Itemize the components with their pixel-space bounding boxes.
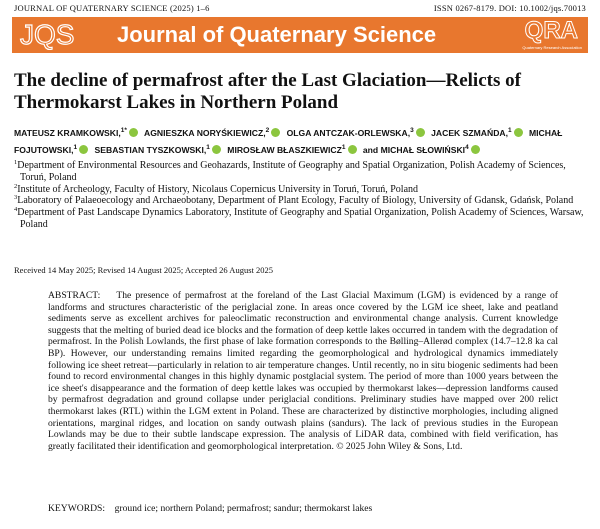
author-affiliation-ref: 1 — [341, 144, 346, 151]
author-name: MIROSŁAW BŁASZKIEWICZ — [227, 145, 342, 155]
affiliation-number: 2 — [14, 182, 18, 190]
journal-line: JOURNAL OF QUATERNARY SCIENCE (2025) 1–6 — [14, 3, 210, 13]
affiliation-number: 3 — [14, 194, 18, 202]
abstract-text: The presence of permafrost at the forela… — [48, 290, 558, 452]
abstract-label: ABSTRACT: — [48, 290, 101, 301]
issn-doi: ISSN 0267-8179. DOI: 10.1002/jqs.70013 — [433, 3, 586, 13]
author-affiliation-ref: 1 — [206, 144, 210, 151]
banner-title: Journal of Quaternary Science — [117, 22, 437, 47]
affiliations: 1Department of Environmental Resources a… — [14, 159, 589, 231]
journal-logo: JQS — [19, 18, 75, 50]
keywords-label: KEYWORDS: — [48, 503, 106, 514]
authors: MATEUSZ KRAMKOWSKI,1* AGNIESZKA NORYŚKIE… — [14, 125, 589, 159]
author-name: AGNIESZKA NORYŚKIEWICZ, — [144, 128, 266, 138]
affiliation-text: Institute of Archeology, Faculty of Hist… — [17, 183, 419, 195]
author-affiliation-ref: 2 — [265, 127, 270, 134]
orcid-icon — [470, 145, 480, 154]
qra-logo: QRA — [524, 17, 578, 45]
orcid-icon — [79, 145, 89, 154]
qra-subtitle: Quaternary Research Association — [522, 45, 582, 50]
abstract: ABSTRACT: The presence of permafrost at … — [48, 290, 558, 452]
author-name: MICHAŁ SŁOWIŃSKI — [380, 145, 466, 155]
author-name: JACEK SZMAŃDA, — [431, 128, 508, 138]
orcid-icon — [271, 128, 281, 137]
author: JACEK SZMAŃDA,1 — [431, 127, 527, 138]
orcid-icon — [347, 145, 357, 154]
author-name: SEBASTIAN TYSZKOWSKI, — [94, 145, 207, 155]
keywords: KEYWORDS: ground ice; northern Poland; p… — [48, 503, 372, 514]
author-affiliation-ref: 4 — [465, 144, 469, 151]
author: MICHAŁ SŁOWIŃSKI4 — [380, 144, 484, 155]
banner: JQS Journal of Quaternary Science QRA Qu… — [12, 17, 588, 53]
affiliation-text: Department of Environmental Resources an… — [17, 160, 566, 183]
orcid-icon — [415, 128, 425, 137]
affiliation: 1Department of Environmental Resources a… — [14, 159, 589, 184]
author-affiliation-ref: 3 — [410, 127, 414, 134]
orcid-icon — [211, 145, 221, 154]
author: MIROSŁAW BŁASZKIEWICZ1 — [227, 144, 360, 155]
dates: Received 14 May 2025; Revised 14 August … — [14, 265, 273, 275]
author-affiliation-ref: 1 — [508, 127, 512, 134]
affiliation: 4Department of Past Landscape Dynamics L… — [14, 206, 589, 231]
affiliation: 3Laboratory of Palaeoecology and Archaeo… — [14, 195, 589, 207]
author-name: MICHAŁ FOJUTOWSKI, — [14, 128, 563, 155]
author-name: OLGA ANTCZAK-ORLEWSKA, — [286, 128, 411, 138]
author: OLGA ANTCZAK-ORLEWSKA,3 — [286, 127, 429, 138]
abstract-box: ABSTRACT: The presence of permafrost at … — [48, 290, 558, 452]
orcid-icon — [513, 128, 523, 137]
keywords-text: ground ice; northern Poland; permafrost;… — [114, 503, 373, 514]
affiliation-number: 1 — [14, 159, 18, 166]
orcid-icon — [128, 128, 138, 137]
author-name: MATEUSZ KRAMKOWSKI, — [14, 128, 121, 138]
affiliation-number: 4 — [14, 206, 18, 214]
author-affiliation-ref: 1 — [73, 144, 78, 151]
author-affiliation-ref: 1* — [120, 127, 127, 134]
author: MATEUSZ KRAMKOWSKI,1* — [14, 127, 142, 138]
author: AGNIESZKA NORYŚKIEWICZ,2 — [144, 127, 284, 138]
affiliation-text: Laboratory of Palaeoecology and Archaeob… — [17, 195, 574, 207]
author: MICHAŁ FOJUTOWSKI,1 — [14, 128, 562, 155]
affiliation-text: Department of Past Landscape Dynamics La… — [17, 207, 584, 230]
author: SEBASTIAN TYSZKOWSKI,1 — [94, 144, 225, 155]
author-conjunction: and — [362, 145, 379, 155]
article-title: The decline of permafrost after the Last… — [14, 70, 521, 113]
affiliation: 2Institute of Archeology, Faculty of His… — [14, 182, 589, 196]
